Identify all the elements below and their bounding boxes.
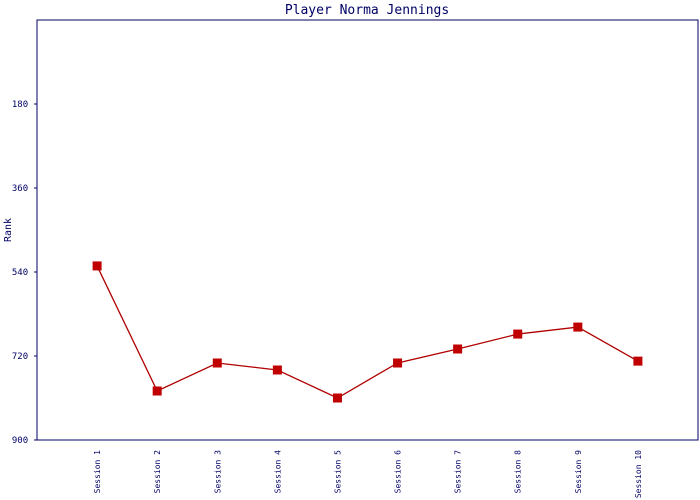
x-tick-label: Session 2 [153, 450, 162, 494]
line [96, 265, 639, 399]
marker [393, 358, 403, 368]
y-tick-label: 360 [12, 184, 28, 194]
x-tick-label: Session 3 [213, 450, 222, 494]
chart-title: Player Norma Jennings [285, 3, 449, 18]
x-tick-label: Session 5 [333, 450, 342, 494]
marker [272, 365, 282, 375]
x-tick-label: Session 6 [394, 450, 403, 494]
marker [332, 393, 342, 403]
marker [453, 344, 463, 354]
marker [633, 356, 643, 366]
marker [212, 358, 222, 368]
marker [152, 386, 162, 396]
plot-frame [36, 19, 699, 441]
y-tick-label: 900 [12, 436, 28, 446]
y-tick-label: 180 [12, 100, 28, 110]
y-tick-label: 540 [12, 268, 28, 278]
x-tick-label: Session 9 [574, 450, 583, 494]
marker [513, 329, 523, 339]
x-tick-label: Session 8 [514, 450, 523, 494]
x-tick-label: Session 4 [273, 450, 282, 494]
y-tick-label: 720 [12, 352, 28, 362]
x-tick-label: Session 7 [454, 450, 463, 494]
x-tick-label: Session 1 [93, 450, 102, 494]
y-axis-label: Rank [3, 218, 14, 242]
marker [92, 261, 102, 271]
marker [573, 322, 583, 332]
x-tick-label: Session 10 [634, 450, 643, 498]
